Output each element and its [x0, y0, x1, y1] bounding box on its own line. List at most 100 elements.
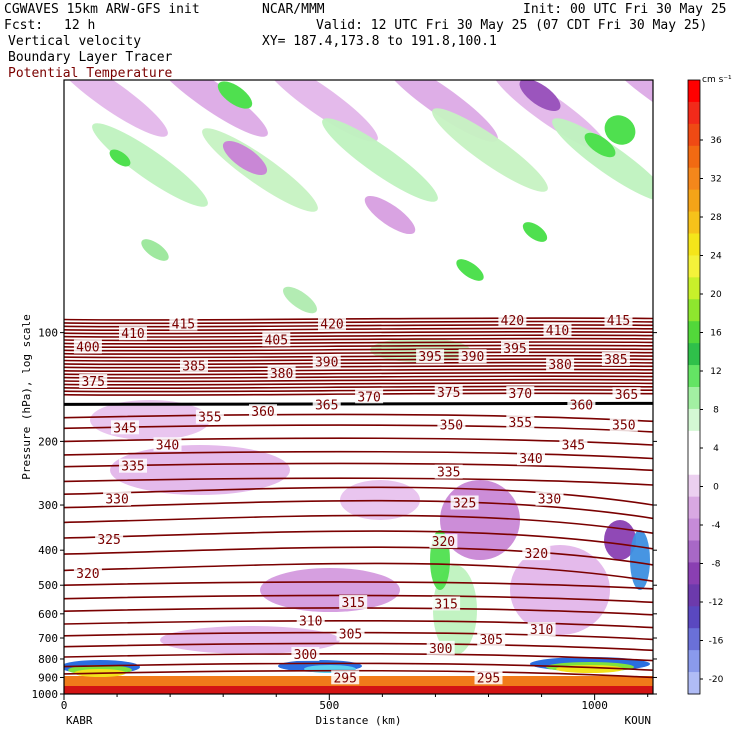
theta-label-bg: [262, 332, 291, 347]
colorbar-swatch: [688, 277, 700, 300]
wave-band: [92, 123, 208, 207]
tropopause-line: [64, 401, 653, 406]
colorbar-swatch: [688, 343, 700, 366]
theta-line: [64, 337, 653, 342]
theta-label-bg: [612, 387, 641, 402]
theta-label-bg: [429, 534, 458, 549]
theta-label: 295: [477, 671, 500, 686]
theta-label-bg: [434, 385, 463, 400]
right-endpoint-label: KOUN: [625, 714, 652, 727]
theta-label: 345: [113, 421, 136, 436]
x-tick-label: 0: [61, 699, 68, 712]
theta-label: 355: [198, 411, 221, 426]
colorbar-swatch: [688, 474, 700, 498]
theta-label-bg: [432, 596, 461, 611]
theta-label: 320: [525, 547, 548, 562]
y-tick-label: 1000: [32, 688, 59, 701]
theta-label-bg: [169, 316, 198, 331]
theta-line: [64, 499, 653, 520]
theta-label: 305: [479, 633, 502, 648]
colorbar-swatch: [688, 408, 700, 432]
init-time: Init: 00 UTC Fri 30 May 25: [523, 2, 727, 17]
colorbar-label: 32: [710, 175, 721, 185]
theta-label: 390: [461, 350, 484, 365]
colorbar-swatch: [688, 628, 700, 651]
theta-label: 410: [546, 324, 569, 339]
wave-band: [322, 118, 438, 202]
velocity-core: [109, 149, 131, 167]
theta-line: [64, 562, 653, 582]
theta-label-bg: [339, 595, 368, 609]
y-axis: 100 200 300 400 500 600 700 800 900 1000 Pressure …: [20, 314, 657, 701]
velocity-core: [604, 115, 636, 145]
velocity-core: [222, 140, 268, 176]
theta-line: [64, 392, 653, 396]
theta-label: 300: [294, 648, 317, 663]
colorbar-swatch: [688, 584, 700, 607]
theta-label-bg: [506, 415, 535, 430]
y-tick-label: 200: [38, 435, 58, 448]
colorbar-swatch: [688, 430, 700, 454]
theta-label-bg: [535, 491, 564, 506]
theta-label: 400: [76, 341, 99, 356]
theta-line: [64, 530, 653, 550]
theta-label-bg: [567, 397, 596, 412]
theta-label-bg: [426, 640, 455, 655]
colorbar-swatch: [688, 167, 700, 191]
theta-label-bg: [437, 417, 466, 432]
theta-line: [64, 388, 653, 393]
theta-line: [64, 341, 653, 345]
theta-label-bg: [434, 464, 463, 479]
colorbar-swatch: [688, 321, 700, 344]
velocity-core: [364, 195, 416, 235]
theta-line: [64, 351, 653, 355]
theta-label: 420: [501, 314, 524, 329]
theta-line: [64, 652, 653, 662]
theta-label-bg: [119, 326, 147, 341]
theta-label-bg: [95, 532, 124, 547]
theta-label: 320: [76, 567, 99, 582]
velocity-core: [282, 286, 318, 314]
theta-label-bg: [517, 451, 545, 466]
theta-label: 370: [509, 387, 532, 402]
colorbar-label: -12: [709, 598, 724, 608]
colorbar-swatch: [688, 452, 700, 476]
theta-label: 310: [530, 623, 553, 638]
theta-label: 410: [121, 327, 144, 342]
theta-label: 305: [339, 628, 362, 643]
theta-label-bg: [249, 404, 277, 419]
theta-line: [64, 413, 653, 423]
colorbar: cm s⁻¹ 36 32 28 24 20 16 12 8 4 0 -4 -8 -12 -16 -20: [687, 75, 732, 695]
theta-label: 315: [341, 596, 364, 611]
theta-label: 370: [357, 390, 380, 405]
theta-label-bg: [527, 622, 556, 636]
colorbar-swatch: [688, 562, 700, 585]
theta-label: 345: [562, 438, 585, 453]
x-axis: 0 500 1000 Distance (km) KABR KOUN: [61, 694, 651, 727]
theta-label-bg: [355, 389, 384, 404]
colorbar-label: 12: [710, 367, 721, 377]
y-axis-label: Pressure (hPa), log scale: [20, 314, 33, 480]
theta-line: [64, 669, 653, 679]
theta-label-bg: [195, 409, 224, 424]
colorbar-label: 4: [713, 444, 719, 454]
colorbar-swatch: [688, 672, 700, 695]
theta-label: 365: [315, 398, 338, 413]
theta-label-bg: [73, 339, 102, 354]
theta-label: 365: [615, 388, 638, 403]
theta-label-bg: [458, 349, 487, 364]
theta-label-bg: [103, 491, 132, 506]
org-label: NCAR/MMM: [262, 2, 325, 17]
theta-label-bg: [559, 437, 588, 452]
theta-label: 325: [453, 497, 476, 512]
cross-section-endpoints: XY= 187.4,173.8 to 191.8,100.1: [262, 34, 497, 49]
theta-label: 340: [156, 438, 179, 453]
colorbar-swatch: [688, 101, 700, 125]
theta-label-bg: [119, 458, 147, 473]
theta-label-bg: [546, 357, 575, 372]
colorbar-swatch: [688, 211, 700, 234]
colorbar-swatch: [688, 233, 700, 256]
theta-line: [64, 486, 653, 506]
colorbar-label: 16: [710, 329, 722, 339]
theta-label-bg: [312, 354, 341, 369]
